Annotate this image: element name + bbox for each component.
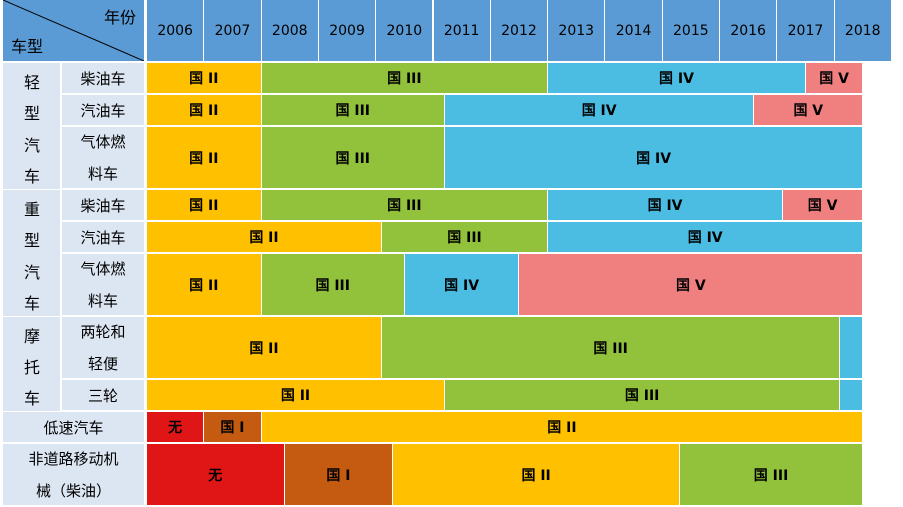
vehicle-type-axis-label: 车型 <box>11 37 44 56</box>
vehicle-type-label-line: 低速汽车 <box>43 418 104 437</box>
standard-period-bar: 国 V <box>805 63 864 94</box>
standard-period-bar: 无 <box>147 444 285 506</box>
header-diagonal-line <box>3 0 144 61</box>
vehicle-group-label: 重型汽车 <box>3 190 61 316</box>
vehicle-group-char: 重 <box>23 199 40 219</box>
standard-period-bar <box>840 317 864 379</box>
year-header-2006: 2006 <box>147 0 205 61</box>
year-header-2008: 2008 <box>261 0 319 61</box>
standard-period-bar: 国 II <box>147 63 262 94</box>
vehicle-group-char: 轻 <box>23 72 40 92</box>
standard-period-bar: 国 II <box>147 127 262 189</box>
vehicle-type-label-line: 料车 <box>87 164 118 183</box>
standard-period-bar: 国 III <box>381 222 549 253</box>
emission-standards-timeline: 年份 车型 2006 2007 2008 2009 2010 2011 2012 2013 20… <box>3 0 892 506</box>
year-header-2018: 2018 <box>834 0 892 61</box>
vehicle-group-char: 托 <box>23 358 40 377</box>
standard-period-bar: 国 II <box>147 222 382 253</box>
vehicle-type-label-line: 汽油车 <box>80 228 126 247</box>
vehicle-type-label-line: 气体燃 <box>80 132 126 151</box>
vehicle-type-label: 气体燃 料车 <box>62 127 144 189</box>
header-corner-cell: 年份 车型 <box>3 0 144 61</box>
year-header-2013: 2013 <box>548 0 606 61</box>
standard-period-bar: 国 III <box>261 254 405 316</box>
standard-period-bar: 国 IV <box>444 127 864 189</box>
vehicle-group-char: 摩 <box>23 326 40 346</box>
vehicle-group-label: 摩托车 <box>3 317 61 411</box>
standard-period-bar: 国 I <box>204 412 262 443</box>
standard-period-bar: 国 III <box>261 95 445 126</box>
standard-period-bar: 国 II <box>147 380 445 411</box>
vehicle-type-label: 三轮 <box>62 380 144 411</box>
standard-period-bar: 国 IV <box>548 222 864 253</box>
vehicle-group-char: 车 <box>23 389 40 409</box>
vehicle-type-label-line: 三轮 <box>87 386 118 405</box>
vehicle-type-label-line: 两轮和 <box>80 322 126 341</box>
standard-period-bar: 国 III <box>679 444 864 506</box>
standard-period-bar: 国 II <box>261 412 864 443</box>
vehicle-group-char: 型 <box>23 104 40 124</box>
vehicle-type-label: 柴油车 <box>62 190 144 221</box>
standard-period-bar: 国 II <box>147 190 262 221</box>
year-header-2016: 2016 <box>720 0 778 61</box>
year-axis-label: 年份 <box>103 8 136 27</box>
vehicle-type-label-line: 柴油车 <box>80 196 126 215</box>
year-header-2009: 2009 <box>318 0 377 61</box>
standard-period-bar: 国 II <box>147 254 262 316</box>
year-header-2011: 2011 <box>433 0 491 61</box>
vehicle-type-label: 汽油车 <box>62 222 144 253</box>
standard-period-bar: 国 IV <box>548 63 806 94</box>
standard-period-bar: 无 <box>147 412 205 443</box>
year-header-2015: 2015 <box>662 0 720 61</box>
year-header-2010: 2010 <box>376 0 434 61</box>
vehicle-type-label-line: 汽油车 <box>80 101 126 120</box>
year-header-2007: 2007 <box>204 0 262 61</box>
vehicle-type-label: 柴油车 <box>62 63 144 94</box>
vehicle-type-label: 气体燃 料车 <box>62 254 144 316</box>
year-header-2017: 2017 <box>777 0 835 61</box>
vehicle-group-label: 轻型汽车 <box>3 63 61 189</box>
vehicle-type-label-line: 料车 <box>87 291 118 310</box>
standard-period-bar: 国 II <box>147 317 382 379</box>
standard-period-bar: 国 IV <box>444 95 755 126</box>
vehicle-type-label: 低速汽车 <box>3 412 144 443</box>
standard-period-bar: 国 V <box>754 95 864 126</box>
year-header-2014: 2014 <box>605 0 663 61</box>
standard-period-bar: 国 I <box>284 444 394 506</box>
standard-period-bar: 国 V <box>519 254 864 316</box>
vehicle-type-label-line: 非道路移动机 <box>28 449 119 468</box>
vehicle-type-label: 汽油车 <box>62 95 144 126</box>
standard-period-bar: 国 III <box>261 127 445 189</box>
standard-period-bar: 国 IV <box>548 190 784 221</box>
standard-period-bar: 国 III <box>261 190 549 221</box>
standard-period-bar: 国 V <box>783 190 864 221</box>
standard-period-bar: 国 II <box>147 95 262 126</box>
standard-period-bar: 国 II <box>393 444 680 506</box>
vehicle-group-char: 车 <box>23 167 40 187</box>
vehicle-type-label-line: 轻便 <box>87 354 118 373</box>
standard-period-bar: 国 III <box>444 380 841 411</box>
standard-period-bar <box>840 380 864 411</box>
vehicle-type-label-line: 气体燃 <box>80 259 126 278</box>
year-header-2012: 2012 <box>490 0 549 61</box>
vehicle-group-char: 汽 <box>23 135 40 155</box>
vehicle-group-char: 汽 <box>23 262 40 282</box>
standard-period-bar: 国 III <box>381 317 841 379</box>
vehicle-group-char: 车 <box>23 294 40 314</box>
vehicle-type-label: 非道路移动机 械（柴油） <box>3 444 144 506</box>
standard-period-bar: 国 III <box>261 63 549 94</box>
vehicle-type-label-line: 柴油车 <box>80 69 126 88</box>
vehicle-group-char: 型 <box>23 231 40 251</box>
standard-period-bar: 国 IV <box>404 254 520 316</box>
vehicle-type-label: 两轮和 轻便 <box>62 317 144 379</box>
